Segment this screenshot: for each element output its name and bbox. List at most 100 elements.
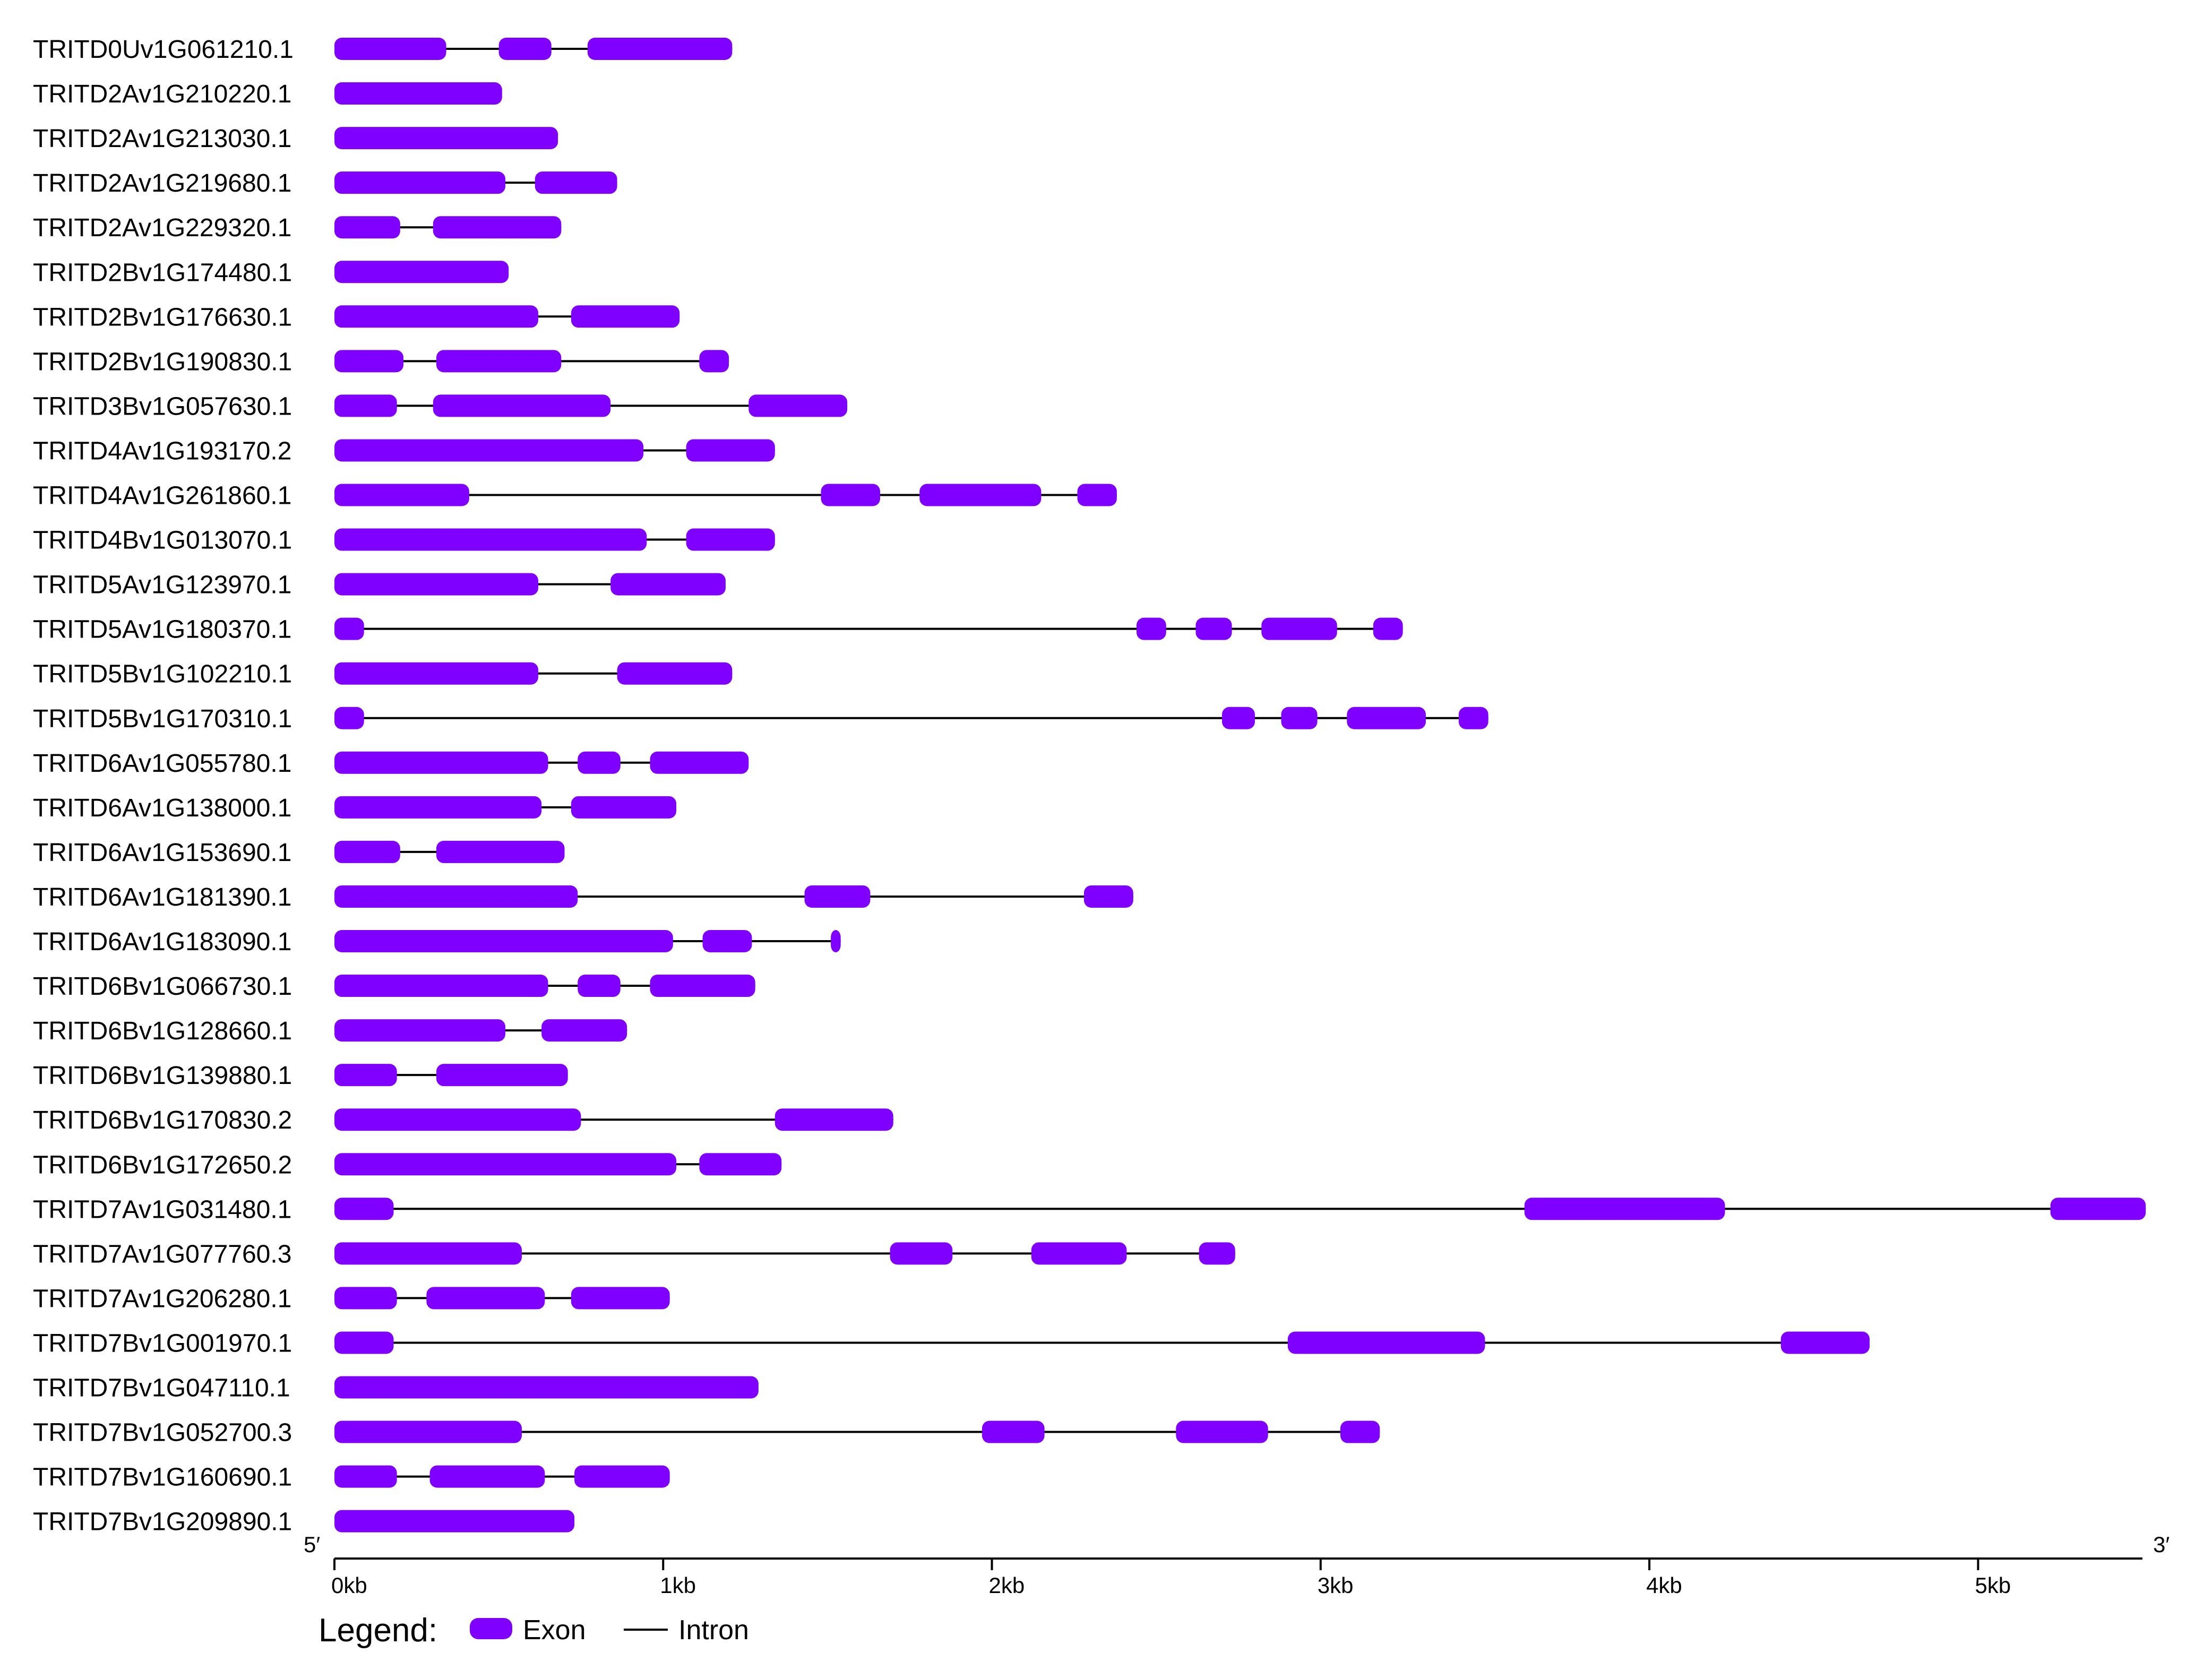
gene-row: TRITD5Av1G180370.1: [33, 616, 1403, 644]
exon-block: [334, 1510, 575, 1533]
exon-block: [919, 484, 1042, 506]
exon-block: [1077, 484, 1117, 506]
gene-label: TRITD6Bv1G172650.2: [33, 1151, 292, 1179]
exon-block: [890, 1242, 953, 1265]
exon-block: [334, 930, 673, 952]
gene-row: TRITD3Bv1G057630.1: [33, 392, 848, 420]
exon-block: [334, 38, 446, 60]
gene-label: TRITD2Bv1G190830.1: [33, 348, 292, 376]
axis-tick-label: 5kb: [1975, 1573, 2011, 1598]
gene-label: TRITD6Av1G055780.1: [33, 750, 291, 778]
gene-row: TRITD6Av1G138000.1: [33, 794, 677, 822]
exon-block: [804, 885, 871, 908]
gene-row: TRITD6Av1G153690.1: [33, 839, 565, 867]
exon-block: [1137, 617, 1166, 640]
exon-block: [1340, 1421, 1380, 1443]
exon-block: [334, 662, 538, 685]
exon-block: [2050, 1198, 2146, 1220]
gene-label: TRITD6Bv1G128660.1: [33, 1017, 292, 1045]
gene-label: TRITD7Bv1G160690.1: [33, 1464, 292, 1492]
gene-row: TRITD2Av1G229320.1: [33, 214, 562, 242]
legend-exon-label: Exon: [523, 1615, 586, 1646]
exon-block: [334, 484, 469, 506]
gene-row: TRITD4Bv1G013070.1: [33, 527, 775, 555]
gene-label: TRITD2Bv1G174480.1: [33, 259, 292, 287]
gene-label: TRITD6Av1G181390.1: [33, 883, 291, 911]
gene-row: TRITD7Bv1G052700.3: [33, 1419, 1380, 1447]
exon-block: [748, 394, 848, 417]
exon-block: [578, 751, 621, 774]
gene-row: TRITD6Bv1G066730.1: [33, 972, 755, 1001]
legend-intron-label: Intron: [678, 1615, 749, 1646]
exon-block: [617, 662, 733, 685]
axis-tick-label: 1kb: [660, 1573, 696, 1598]
exon-block: [334, 82, 502, 105]
exon-block: [334, 1108, 581, 1131]
exon-block: [821, 484, 880, 506]
gene-row: TRITD6Av1G055780.1: [33, 750, 749, 778]
gene-label: TRITD0Uv1G061210.1: [33, 36, 294, 64]
gene-label: TRITD5Av1G180370.1: [33, 616, 291, 644]
gene-row: TRITD7Av1G031480.1: [33, 1195, 2146, 1224]
exon-block: [574, 1465, 670, 1488]
axis-tick-label: 2kb: [989, 1573, 1025, 1598]
gene-row: TRITD7Av1G206280.1: [33, 1285, 670, 1313]
axis-tick-label: 0kb: [331, 1573, 367, 1598]
exon-block: [702, 930, 752, 952]
exon-block: [433, 216, 562, 239]
exon-block: [334, 1153, 677, 1176]
exon-block: [334, 171, 506, 194]
gene-row: TRITD5Bv1G170310.1: [33, 705, 1488, 733]
gene-label: TRITD7Av1G206280.1: [33, 1285, 291, 1313]
legend: Legend: Exon Intron: [319, 1612, 749, 1649]
exon-block: [1373, 617, 1403, 640]
exon-block: [334, 350, 404, 373]
exon-block: [1780, 1331, 1870, 1354]
gene-row: TRITD7Av1G077760.3: [33, 1240, 1235, 1268]
exon-block: [571, 305, 680, 328]
exon-block: [610, 573, 726, 596]
gene-label: TRITD2Av1G229320.1: [33, 214, 291, 242]
exon-block: [571, 1287, 670, 1310]
gene-row: TRITD6Bv1G128660.1: [33, 1017, 627, 1045]
exon-block: [334, 127, 558, 150]
axis-start-label: 5′: [304, 1532, 320, 1557]
gene-row: TRITD5Bv1G102210.1: [33, 660, 733, 688]
gene-label: TRITD4Av1G193170.2: [33, 437, 291, 465]
exon-block: [334, 707, 364, 729]
exon-block: [334, 975, 548, 997]
gene-label: TRITD5Bv1G102210.1: [33, 660, 292, 688]
exon-block: [1199, 1242, 1235, 1265]
gene-label: TRITD6Av1G153690.1: [33, 839, 291, 867]
gene-row: TRITD2Av1G213030.1: [33, 125, 558, 153]
axis-ticks: 0kb 1kb 2kb 3kb 4kb 5kb: [331, 1559, 2011, 1598]
exon-block: [571, 796, 677, 819]
exon-block: [334, 617, 364, 640]
gene-row: TRITD7Bv1G160690.1: [33, 1464, 670, 1492]
exon-block: [429, 1465, 545, 1488]
gene-label: TRITD5Av1G123970.1: [33, 571, 291, 599]
length-axis: 5′ 3′ 0kb 1kb 2kb 3kb 4kb 5kb: [304, 1532, 2170, 1598]
exon-block: [535, 171, 617, 194]
exon-block: [433, 394, 611, 417]
exon-block: [1176, 1421, 1268, 1443]
gene-label: TRITD6Bv1G139880.1: [33, 1062, 292, 1090]
exon-block: [426, 1287, 545, 1310]
exon-block: [334, 1019, 506, 1042]
exon-block: [578, 975, 621, 997]
gene-label: TRITD2Av1G210220.1: [33, 80, 291, 108]
exon-block: [498, 38, 552, 60]
exon-block: [334, 1331, 394, 1354]
exon-block: [436, 350, 562, 373]
axis-end-label: 3′: [2153, 1532, 2170, 1557]
exon-block: [1287, 1331, 1485, 1354]
exon-block: [1524, 1198, 1725, 1220]
gene-row: TRITD7Bv1G001970.1: [33, 1329, 1870, 1357]
gene-row: TRITD0Uv1G061210.1: [33, 36, 733, 64]
exon-block: [334, 216, 400, 239]
legend-title: Legend:: [319, 1612, 437, 1649]
exon-block: [1195, 617, 1232, 640]
exon-block: [1458, 707, 1488, 729]
gene-label: TRITD6Av1G183090.1: [33, 928, 291, 956]
